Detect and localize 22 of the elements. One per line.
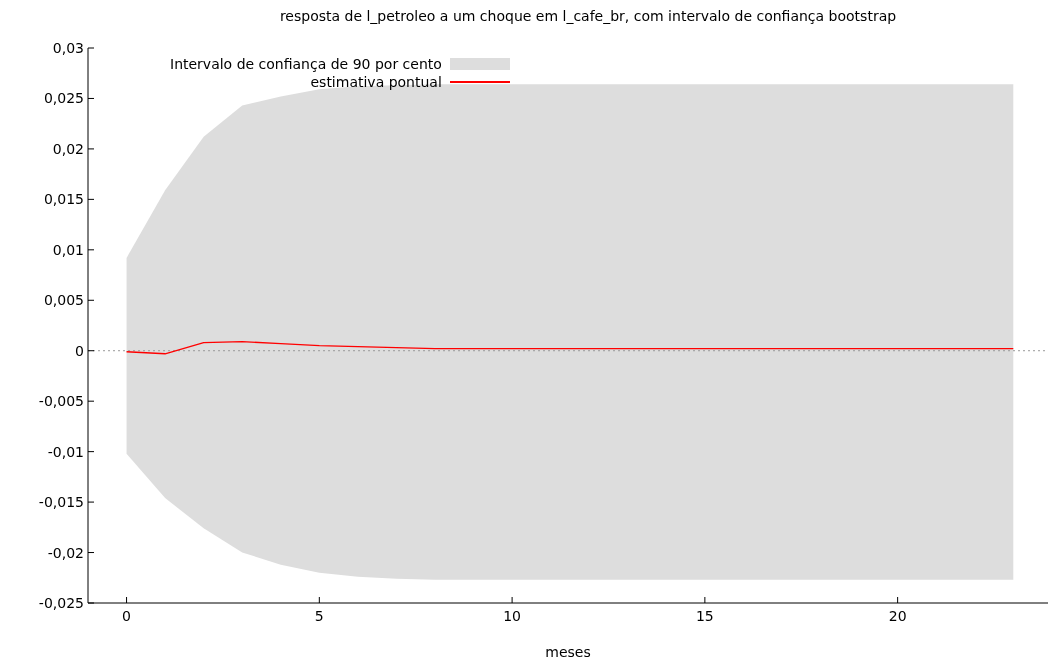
y-tick-label: 0,005 [43, 292, 84, 309]
y-tick-label: -0,01 [47, 443, 84, 460]
legend-label: estimativa pontual [310, 74, 442, 90]
y-tick-label: 0,02 [52, 140, 84, 157]
y-tick-label: 0 [75, 342, 84, 359]
x-tick-label: 5 [314, 607, 324, 624]
y-tick-label: 0,025 [43, 90, 84, 107]
y-tick-label: -0,025 [38, 594, 84, 611]
y-tick-label: 0,015 [43, 191, 84, 208]
x-tick-label: 0 [122, 607, 132, 624]
y-tick-label: -0,02 [47, 544, 84, 561]
x-tick-label: 15 [695, 607, 714, 624]
x-tick-label: 20 [888, 607, 907, 624]
y-tick-label: -0,005 [38, 393, 84, 410]
x-axis-title: meses [545, 644, 591, 657]
chart-title: resposta de l_petroleo a um choque em l_cafe_br, com intervalo de confiança bootstrap [278, 8, 898, 24]
annotation: Intervalo de confiança de 90 por cento [170, 56, 442, 72]
y-tick-label: 0,03 [52, 39, 84, 56]
y-tick-label: 0,01 [52, 241, 84, 258]
line-series [125, 341, 1014, 355]
y-tick-label: -0,015 [38, 494, 84, 511]
x-tick-label: 10 [503, 607, 522, 624]
